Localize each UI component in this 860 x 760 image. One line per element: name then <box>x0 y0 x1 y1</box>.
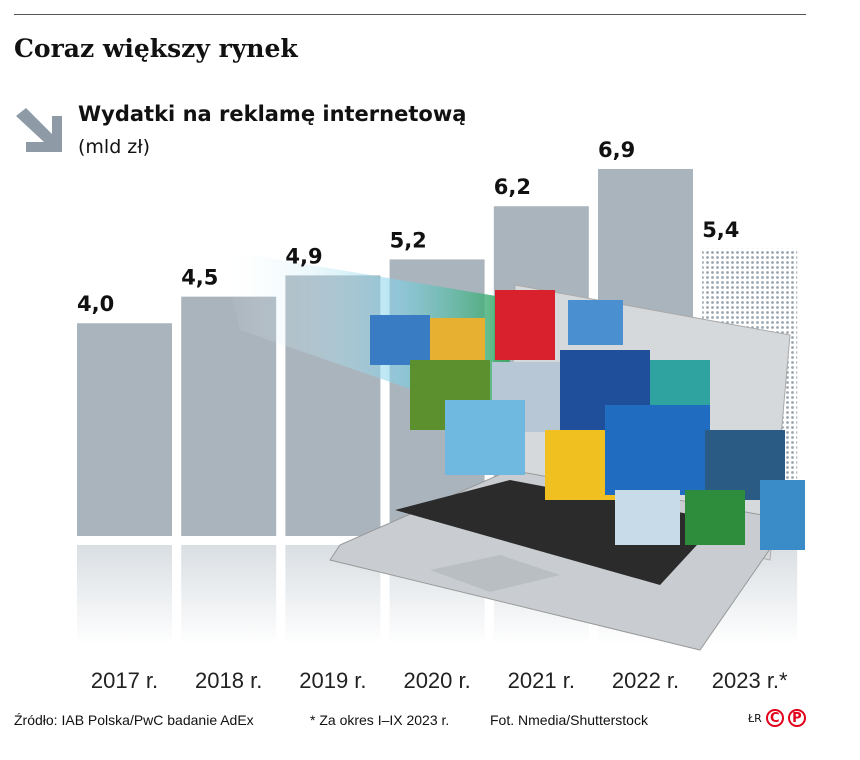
photo-credit: Fot. Nmedia/Shutterstock <box>490 712 648 728</box>
chart-title: Wydatki na reklamę internetową <box>78 102 467 126</box>
arrow-down-right-icon <box>16 108 62 152</box>
category-label: 2023 r.* <box>712 668 788 693</box>
logo: ŁR C P <box>748 709 806 727</box>
category-label: 2020 r. <box>403 668 470 693</box>
category-label: 2022 r. <box>612 668 679 693</box>
page-title: Coraz większy rynek <box>14 34 298 63</box>
value-label: 4,0 <box>77 292 114 316</box>
value-label: 4,9 <box>285 244 322 268</box>
value-label: 5,4 <box>702 218 739 242</box>
footnote: * Za okres I–IX 2023 r. <box>310 712 450 728</box>
value-label: 6,2 <box>494 175 531 199</box>
bar-reflection <box>181 545 277 645</box>
category-label: 2021 r. <box>508 668 575 693</box>
category-label: 2019 r. <box>299 668 366 693</box>
category-label: 2018 r. <box>195 668 262 693</box>
logo-c-icon: C <box>765 709 784 727</box>
author-initials: ŁR <box>748 711 762 725</box>
bar-reflection <box>77 545 172 645</box>
category-label: 2017 r. <box>91 668 158 693</box>
source-note: Źródło: IAB Polska/PwC badanie AdEx <box>14 712 254 728</box>
value-label: 5,2 <box>390 228 427 252</box>
chart-unit: (mld zł) <box>78 136 151 158</box>
logo-p-icon: P <box>787 709 806 727</box>
bar-2017 r. <box>77 323 172 536</box>
top-rule <box>14 14 806 15</box>
value-label: 4,5 <box>181 266 218 290</box>
laptop-photo <box>220 250 805 651</box>
value-label: 6,9 <box>598 138 635 162</box>
